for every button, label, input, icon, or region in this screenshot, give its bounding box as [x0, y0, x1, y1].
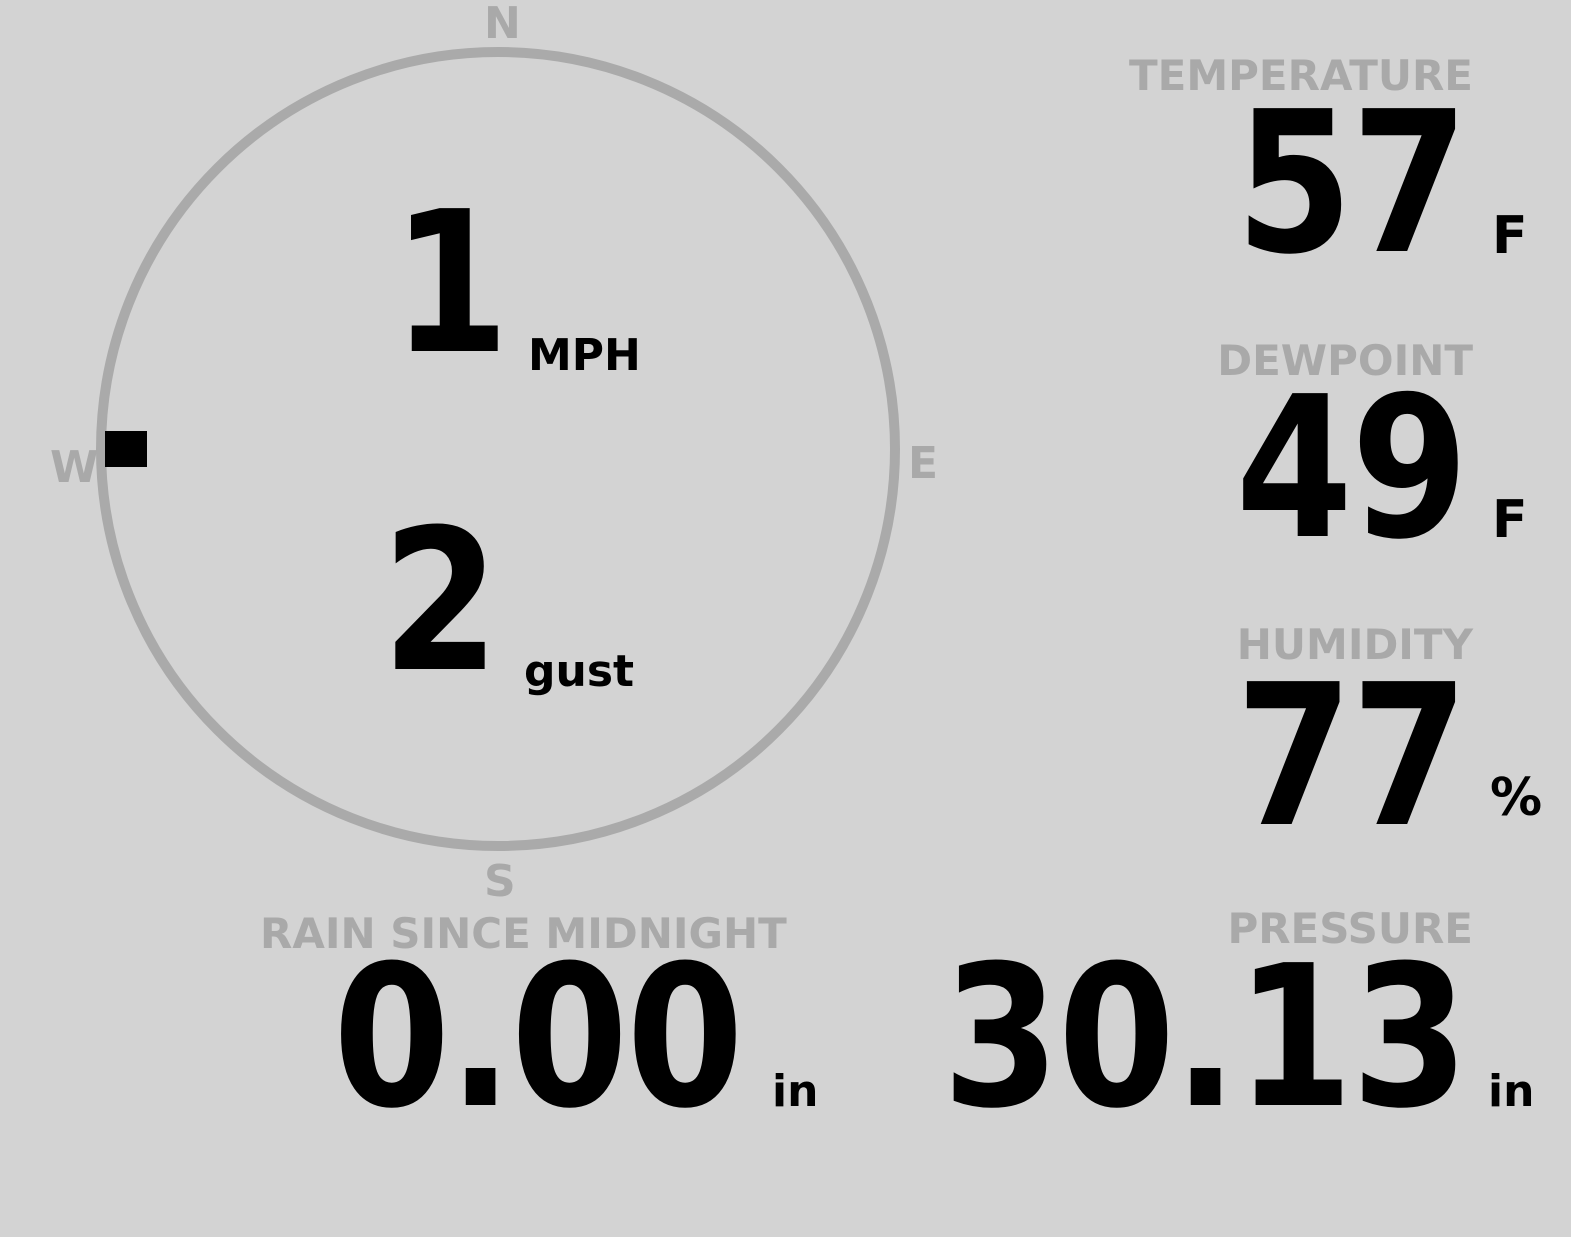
wind-compass — [96, 47, 900, 851]
compass-east-label: E — [908, 438, 939, 489]
pressure-label: PRESSURE — [1227, 904, 1473, 953]
pressure-unit: in — [1488, 1066, 1535, 1117]
pressure-value: 30.13 — [942, 924, 1468, 1152]
dewpoint-unit: F — [1492, 490, 1528, 550]
temperature-value: 57 — [1235, 70, 1469, 298]
compass-west-label: W — [50, 442, 99, 493]
rain-value: 0.00 — [333, 924, 744, 1152]
wind-gust-value: 2 — [382, 488, 499, 716]
rain-unit: in — [772, 1066, 819, 1117]
temperature-label: TEMPERATURE — [1129, 51, 1473, 100]
wind-direction-marker — [105, 431, 147, 467]
humidity-label: HUMIDITY — [1236, 620, 1473, 669]
wind-speed-unit: MPH — [528, 330, 641, 381]
wind-gust-unit: gust — [524, 646, 635, 697]
temperature-unit: F — [1492, 206, 1528, 266]
dewpoint-value: 49 — [1235, 355, 1469, 583]
dewpoint-label: DEWPOINT — [1217, 336, 1473, 385]
humidity-unit: % — [1490, 768, 1543, 828]
compass-south-label: S — [484, 856, 516, 907]
rain-label: RAIN SINCE MIDNIGHT — [260, 909, 787, 958]
wind-speed-value: 1 — [392, 170, 509, 398]
humidity-value: 77 — [1235, 643, 1469, 871]
compass-ring — [96, 47, 900, 851]
compass-north-label: N — [484, 0, 521, 49]
